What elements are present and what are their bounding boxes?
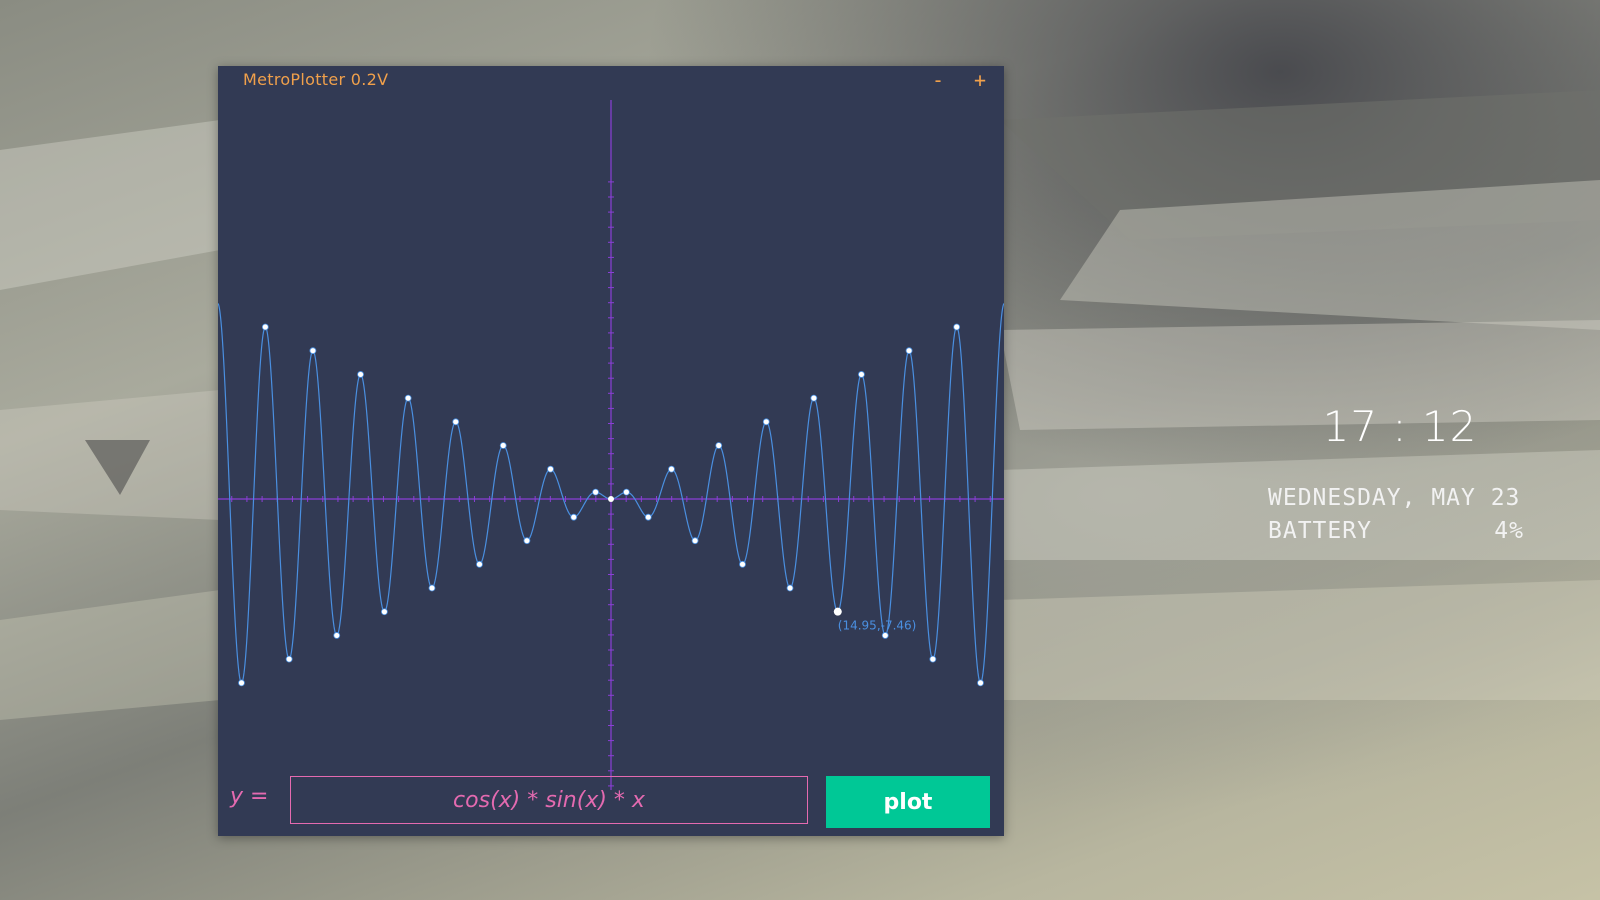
plotter-window: MetroPlotter 0.2V - + (14.95,-7.46) y = … <box>218 66 1004 836</box>
marked-point[interactable] <box>833 607 842 616</box>
curve-points <box>238 323 984 687</box>
formula-label: y = <box>230 784 269 809</box>
plot-canvas[interactable]: (14.95,-7.46) <box>218 100 1004 790</box>
curve-point <box>547 465 554 473</box>
curve-point <box>309 347 317 355</box>
curve-point <box>261 323 269 331</box>
curve-point <box>428 584 436 592</box>
curve-point <box>929 655 937 663</box>
curve-point <box>523 537 531 545</box>
maximize-button[interactable]: + <box>974 68 987 92</box>
curve-point <box>452 418 460 426</box>
battery-value: 4% <box>1494 518 1524 544</box>
curve-point <box>476 560 483 568</box>
curve-point <box>644 513 652 521</box>
curve-point <box>905 347 913 355</box>
curve-point <box>380 608 388 616</box>
curve-point <box>977 679 984 687</box>
battery-label: BATTERY <box>1268 518 1372 544</box>
window-title: MetroPlotter 0.2V <box>243 70 389 89</box>
curve-point <box>285 655 293 663</box>
plot-button[interactable]: plot <box>826 776 990 828</box>
curve-point <box>238 679 245 687</box>
formula-input[interactable] <box>290 776 808 824</box>
minimize-button[interactable]: - <box>932 68 945 92</box>
curve-point <box>715 442 723 449</box>
curve-point <box>786 584 794 592</box>
curve-point <box>858 371 865 378</box>
curve-point <box>499 442 507 449</box>
curve-point <box>357 371 364 378</box>
formula-row: y = plot <box>218 770 1004 828</box>
origin-point <box>608 496 614 502</box>
curve-point <box>762 418 770 426</box>
marked-point-label: (14.95,-7.46) <box>838 619 917 633</box>
curve-point <box>668 465 675 473</box>
curve-point <box>623 488 630 496</box>
curve-point <box>739 560 746 568</box>
marked-point-dot[interactable] <box>833 607 842 616</box>
curve-point <box>881 632 889 639</box>
curve-point <box>333 632 341 639</box>
clock-time: 17 : 12 <box>1322 402 1478 451</box>
curve-point <box>592 488 599 496</box>
curve-point <box>691 537 699 545</box>
curve-point <box>953 323 961 331</box>
title-bar[interactable]: MetroPlotter 0.2V - + <box>218 66 1004 96</box>
date-label: WEDNESDAY, MAY 23 <box>1268 485 1521 511</box>
curve-point <box>404 394 412 402</box>
axes <box>218 100 1004 790</box>
curve-point <box>570 513 578 521</box>
curve-point <box>810 394 818 402</box>
